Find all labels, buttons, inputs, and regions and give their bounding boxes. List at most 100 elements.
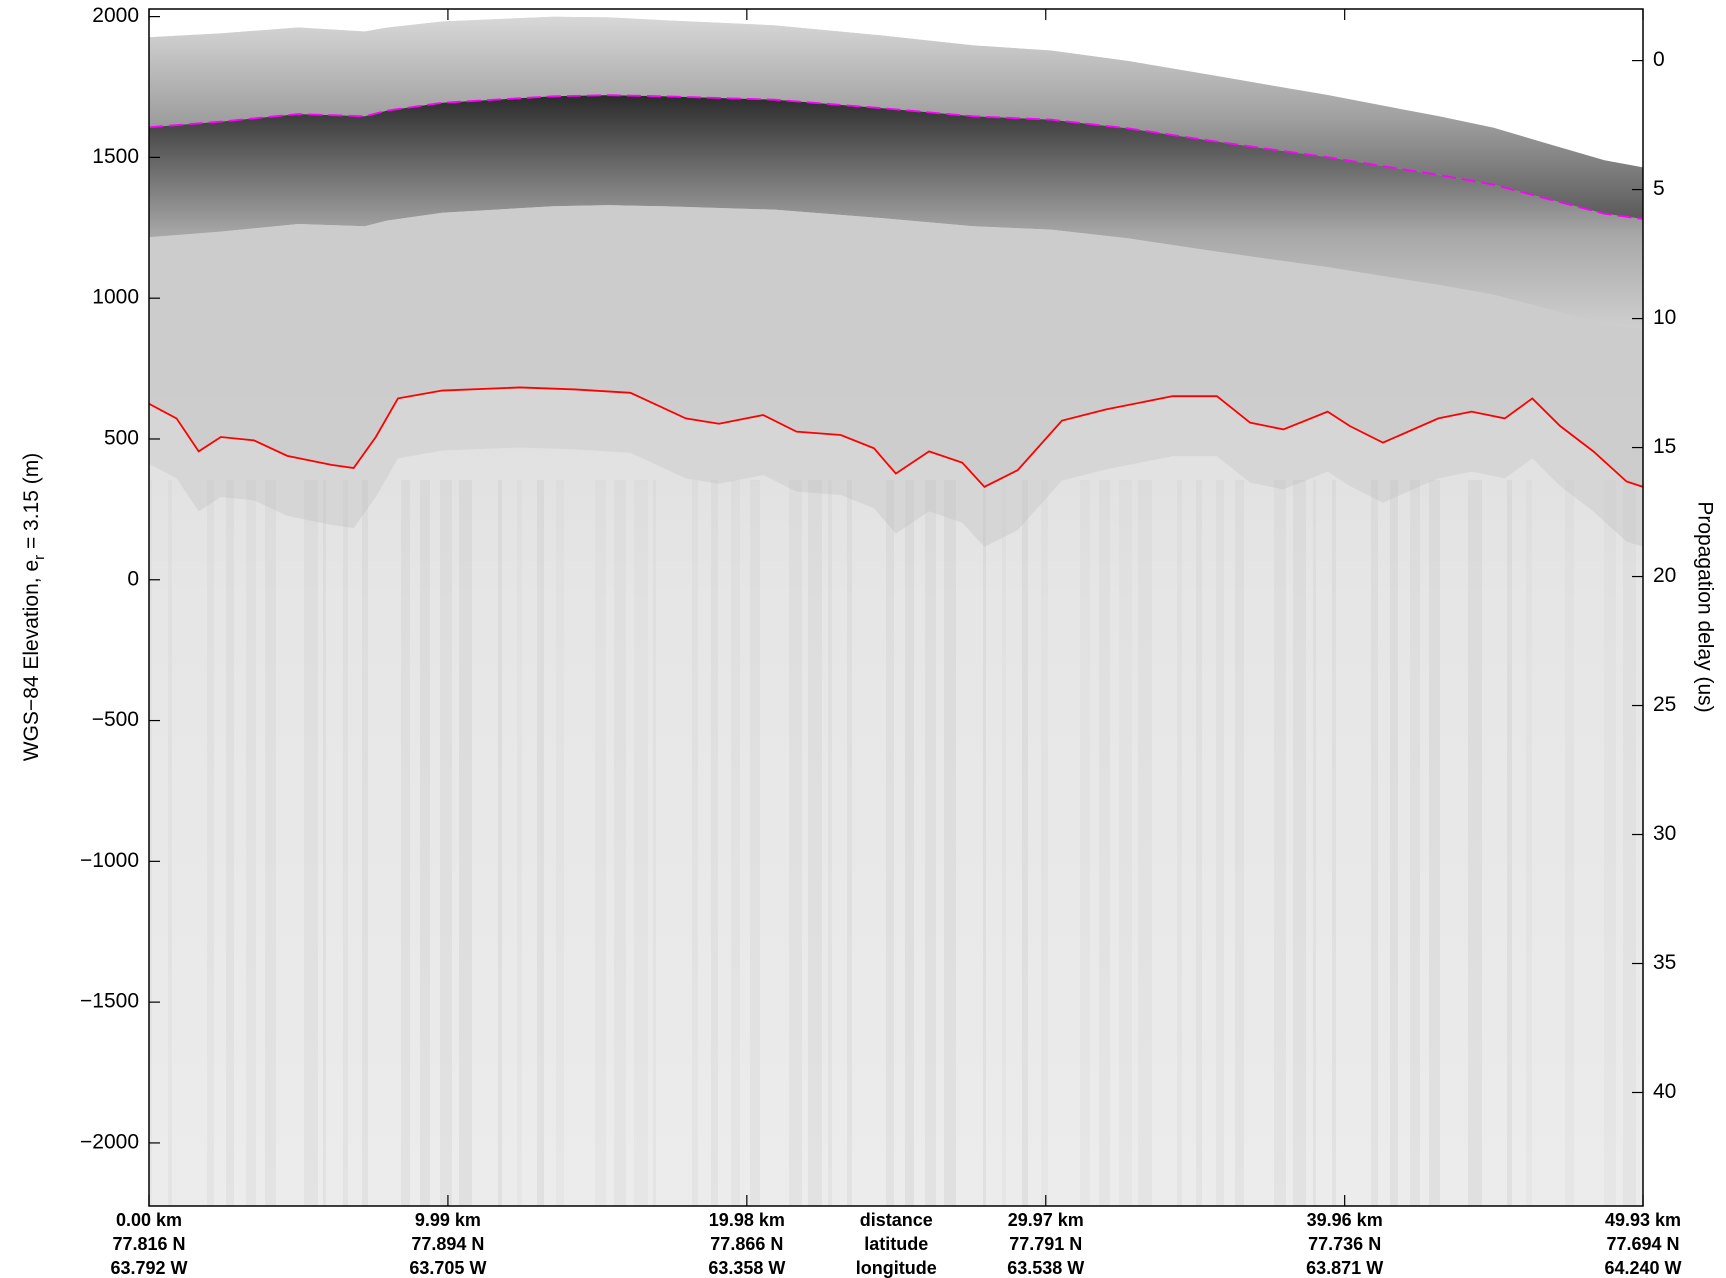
- layer-line: [149, 386, 1643, 488]
- y2-tick-label: 15: [1653, 435, 1676, 458]
- x-tick-label: 9.99 km: [415, 1210, 481, 1230]
- y-tick-label: −1000: [80, 849, 139, 872]
- y-axis-label: WGS−84 Elevation, er = 3.15 (m): [20, 453, 48, 761]
- plot-frame: [148, 8, 1644, 1207]
- streak: [1623, 480, 1636, 1206]
- y2-tick-label: 10: [1653, 306, 1676, 329]
- streak: [265, 480, 276, 1206]
- streak: [420, 480, 430, 1206]
- streak: [1216, 480, 1224, 1206]
- streak: [1002, 480, 1006, 1206]
- streak: [653, 480, 656, 1206]
- streak: [1429, 480, 1440, 1206]
- layers: [149, 94, 1643, 488]
- streak: [1468, 480, 1482, 1206]
- x-tick-label: 0.00 km: [116, 1210, 182, 1230]
- streak: [343, 480, 348, 1206]
- streak: [498, 480, 502, 1206]
- y2-tick-label: 25: [1653, 693, 1676, 716]
- streak: [1410, 480, 1420, 1206]
- layered-ice: [149, 205, 1643, 487]
- air-band: [149, 9, 1643, 168]
- streak: [847, 480, 852, 1206]
- streak: [168, 480, 172, 1206]
- y2-axis-label: Propagation delay (us): [1693, 501, 1716, 712]
- x-tick-label: 19.98 km: [709, 1210, 785, 1230]
- streak: [1138, 480, 1152, 1206]
- streak: [1526, 480, 1532, 1206]
- streak: [149, 480, 152, 1206]
- y-tick-label: 1000: [92, 286, 139, 309]
- streak: [1041, 480, 1048, 1206]
- y-label-main: WGS−84 Elevation, e: [20, 560, 43, 761]
- x-tick-label: 29.97 km: [1008, 1210, 1084, 1230]
- streak: [440, 480, 452, 1206]
- streak: [459, 480, 472, 1206]
- streak: [1313, 480, 1316, 1206]
- streak: [1235, 480, 1244, 1206]
- row-label: latitude: [864, 1234, 928, 1254]
- streak: [925, 480, 936, 1206]
- y-tick-label: −500: [92, 708, 139, 731]
- x-tick-label: 49.93 km: [1605, 1210, 1681, 1230]
- longitude-label: 63.705 W: [409, 1258, 486, 1278]
- streak: [750, 480, 760, 1206]
- streak: [226, 480, 234, 1206]
- streak: [1099, 480, 1110, 1206]
- streak: [595, 480, 606, 1206]
- y2-tick-label: 40: [1653, 1080, 1676, 1103]
- y-tick-label: 2000: [92, 4, 139, 27]
- streak: [1119, 480, 1132, 1206]
- streak: [1080, 480, 1090, 1206]
- layer-line: [149, 94, 1643, 220]
- streak: [1332, 480, 1336, 1206]
- streak: [692, 480, 698, 1206]
- y2-tick-label: 30: [1653, 822, 1676, 845]
- latitude-label: 77.736 N: [1308, 1234, 1381, 1254]
- streak: [517, 480, 522, 1206]
- streak: [614, 480, 626, 1206]
- longitude-label: 64.240 W: [1604, 1258, 1681, 1278]
- streak: [828, 480, 832, 1206]
- streak: [983, 480, 986, 1206]
- streak: [1371, 480, 1378, 1206]
- longitude-label: 63.871 W: [1306, 1258, 1383, 1278]
- streak: [886, 480, 894, 1206]
- latitude-label: 77.791 N: [1009, 1234, 1082, 1254]
- streak: [944, 480, 956, 1206]
- y-label-subscript: r: [31, 555, 48, 560]
- latitude-label: 77.894 N: [411, 1234, 484, 1254]
- y-label-rest: = 3.15 (m): [20, 453, 43, 555]
- streak: [789, 480, 802, 1206]
- latitude-label: 77.816 N: [112, 1234, 185, 1254]
- streak: [1507, 480, 1512, 1206]
- y2-tick-label: 0: [1653, 48, 1665, 71]
- streak: [1604, 480, 1616, 1206]
- latitude-label: 77.866 N: [710, 1234, 783, 1254]
- streak: [246, 480, 256, 1206]
- streak: [323, 480, 326, 1206]
- streak: [1274, 480, 1286, 1206]
- streak: [1177, 480, 1182, 1206]
- streak: [304, 480, 318, 1206]
- echogram: [149, 9, 1643, 1206]
- latitude-label: 77.694 N: [1606, 1234, 1679, 1254]
- firn-band: [149, 95, 1643, 330]
- longitude-label: 63.358 W: [708, 1258, 785, 1278]
- upper-firn: [149, 16, 1643, 220]
- y-tick-label: −2000: [80, 1130, 139, 1153]
- streak: [556, 480, 564, 1206]
- streak: [808, 480, 822, 1206]
- streak: [401, 480, 410, 1206]
- streak: [1022, 480, 1028, 1206]
- longitude-label: 63.538 W: [1007, 1258, 1084, 1278]
- streak: [1390, 480, 1398, 1206]
- y-tick-label: 0: [127, 567, 139, 590]
- y2-tick-label: 20: [1653, 564, 1676, 587]
- streak: [537, 480, 544, 1206]
- streak: [1293, 480, 1306, 1206]
- streak: [905, 480, 914, 1206]
- y-tick-label: −1500: [80, 990, 139, 1013]
- streak: [1565, 480, 1574, 1206]
